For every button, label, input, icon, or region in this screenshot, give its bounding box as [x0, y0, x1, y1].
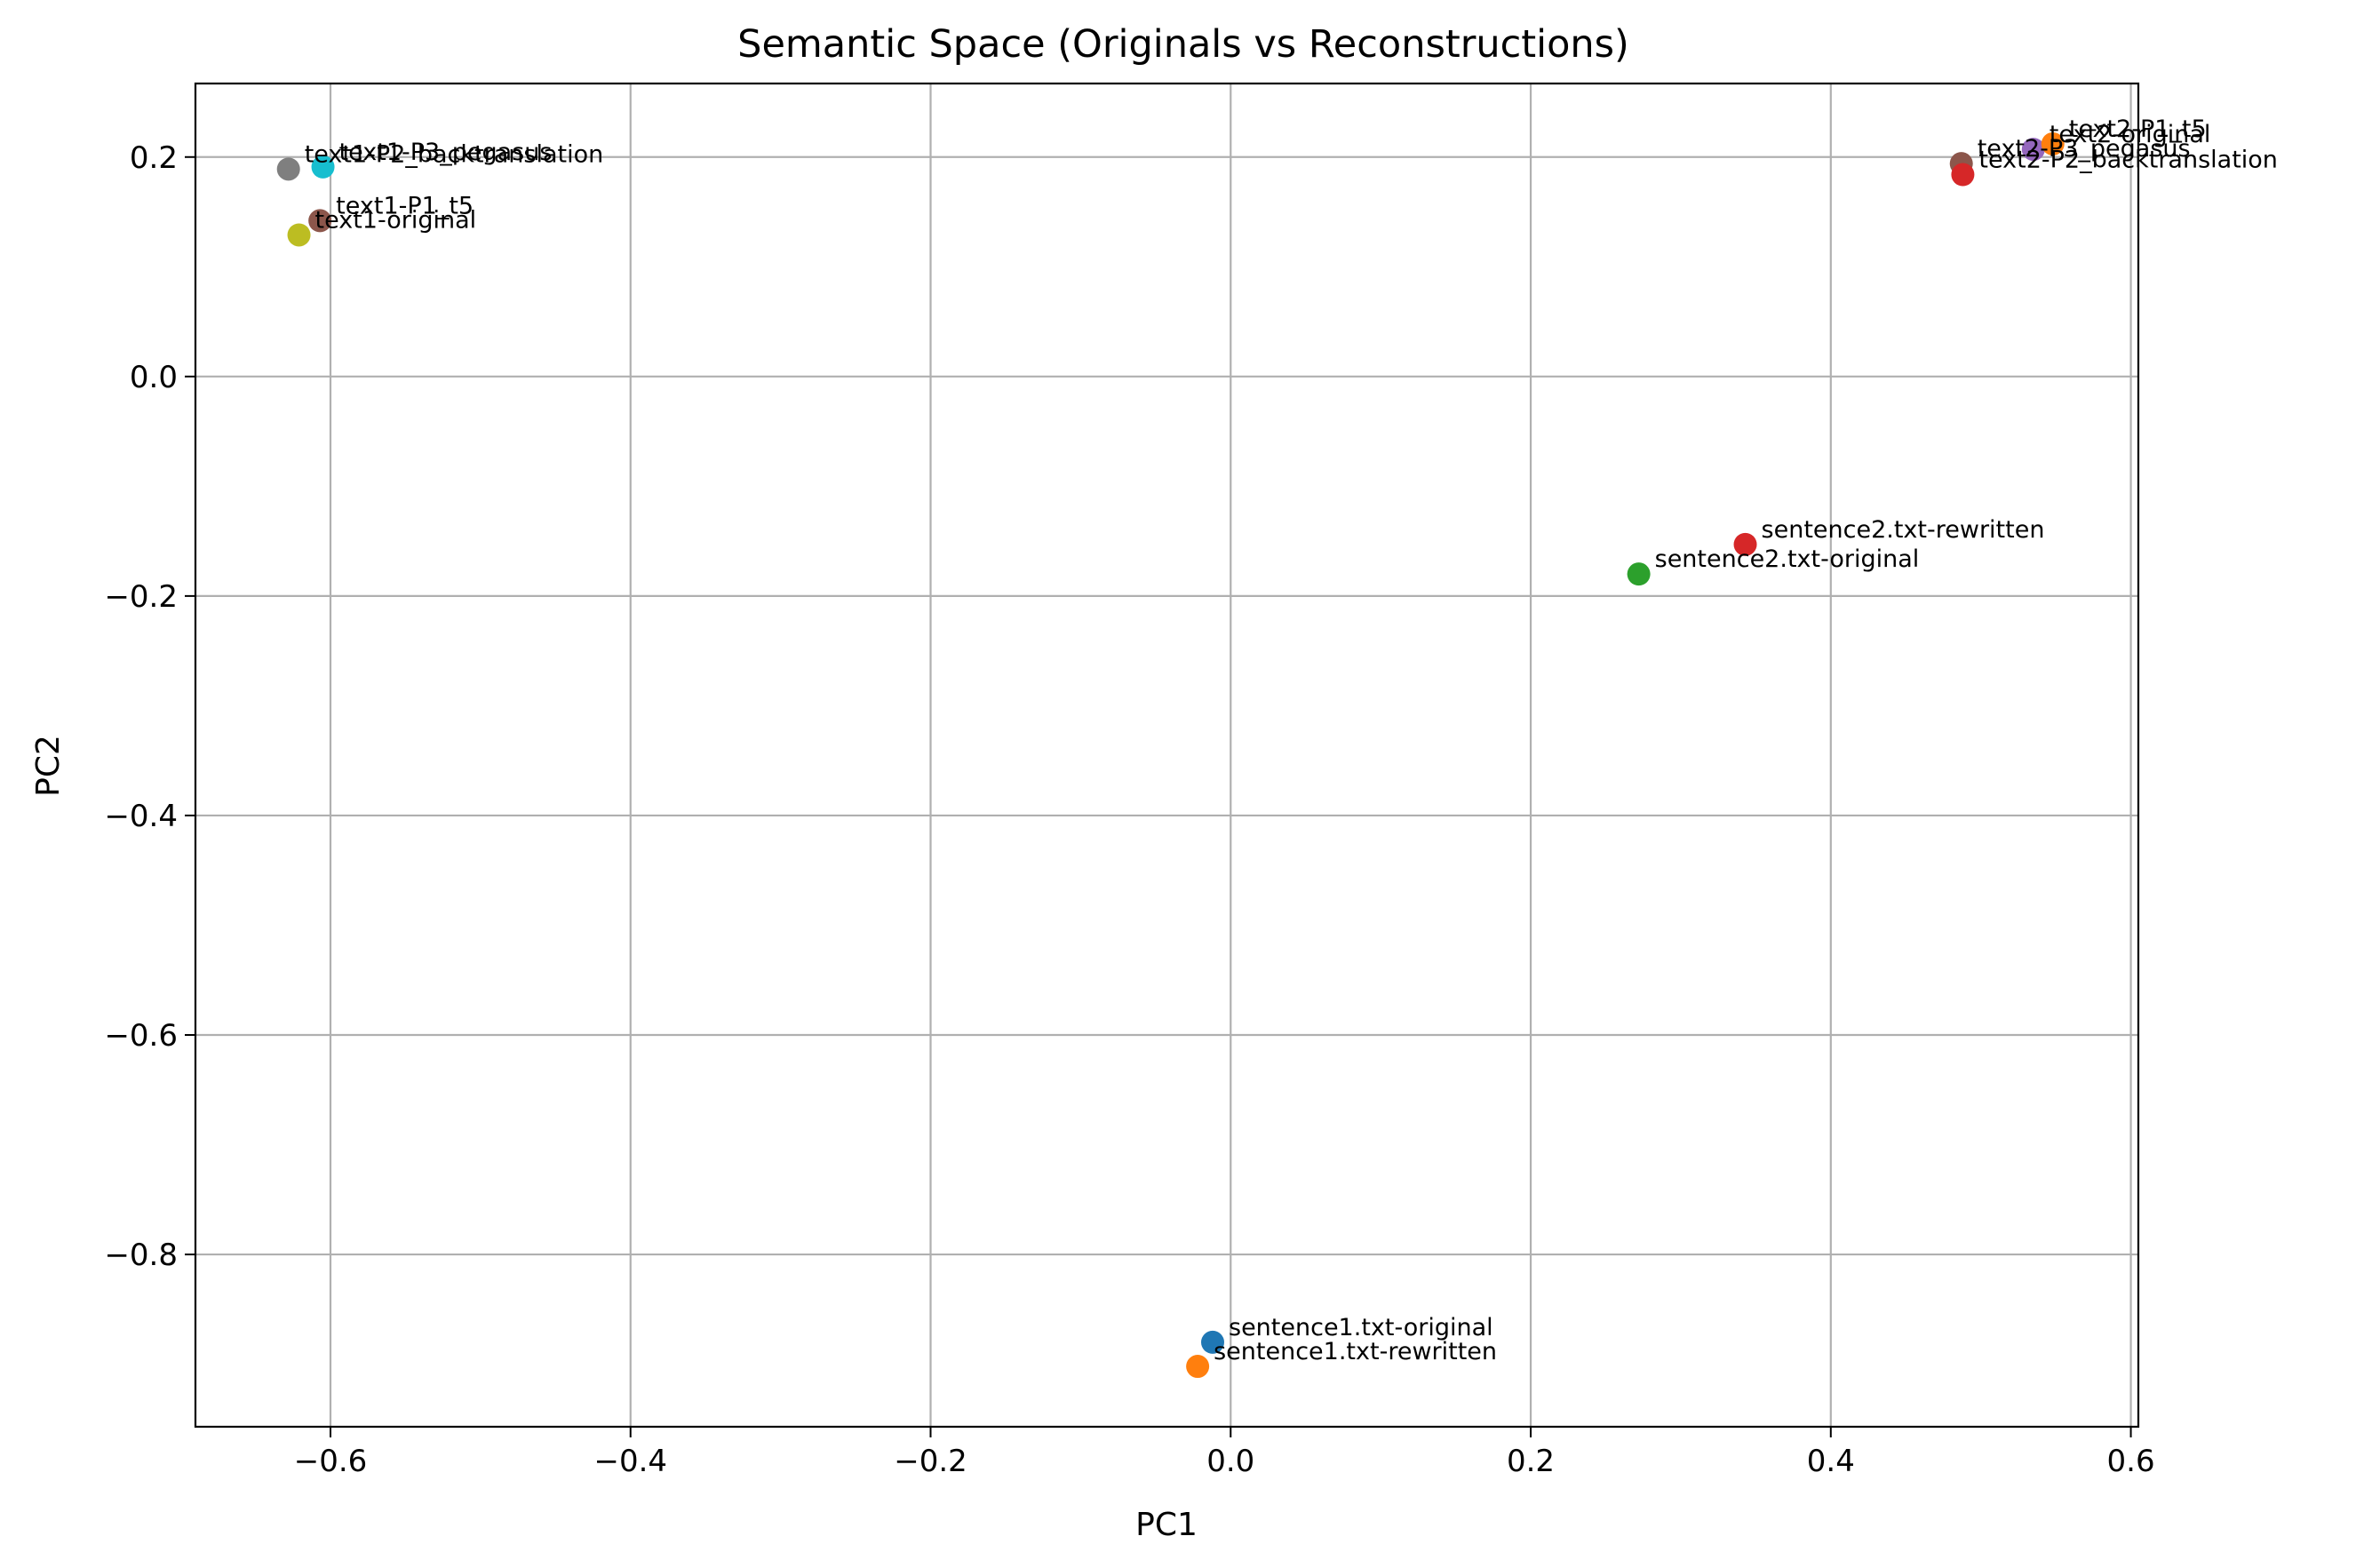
grid [195, 84, 2138, 1427]
y-tick-label: −0.8 [104, 1238, 178, 1273]
data-point-label: text2-P3_pegasus [1978, 135, 2191, 163]
x-tick-label: 0.6 [2107, 1444, 2155, 1479]
data-point-label: text2-P2_backtranslation [1978, 147, 2278, 174]
data-point [276, 157, 300, 181]
data-point [1201, 1330, 1225, 1354]
data-point [1951, 163, 1975, 187]
data-point-label: sentence2.txt-original [1655, 545, 1920, 573]
data-point-label: text1-P1_t5 [336, 192, 474, 219]
data-point-label: text1-original [315, 206, 477, 234]
x-tick-label: 0.2 [1507, 1444, 1555, 1479]
chart-title: Semantic Space (Originals vs Reconstruct… [737, 22, 1629, 67]
data-point [1627, 562, 1651, 586]
plot-area-frame [194, 82, 2140, 1429]
data-point [311, 155, 335, 179]
x-tick-label: 0.4 [1807, 1444, 1855, 1479]
data-point-label: text1-P2_backtranslation [305, 140, 604, 168]
axis-ticks: −0.6 −0.4 −0.2 0.0 0.2 0.4 0.6 0.2 0.0 −0.2 −0.4 −0… [104, 140, 2154, 1479]
data-point-label: sentence1.txt-rewritten [1214, 1338, 1497, 1365]
y-axis-label: PC2 [30, 735, 67, 797]
x-tick-label: 0.0 [1206, 1444, 1254, 1479]
data-point-label: sentence1.txt-original [1229, 1314, 1493, 1341]
x-tick-label: −0.4 [593, 1444, 667, 1479]
data-point [287, 223, 311, 247]
data-point-label: sentence2.txt-rewritten [1762, 516, 2045, 544]
data-points [276, 131, 2065, 1379]
y-tick-label: 0.2 [130, 140, 178, 176]
data-point [1186, 1355, 1210, 1379]
data-point-label: text2-P1_t5 [2069, 115, 2207, 143]
y-tick-label: −0.6 [104, 1018, 178, 1054]
data-point [308, 209, 332, 233]
x-tick-label: −0.6 [294, 1444, 368, 1479]
data-point [2041, 131, 2065, 155]
data-point-label: text2-original [2050, 121, 2211, 148]
data-point [2021, 138, 2045, 162]
y-tick-label: 0.0 [130, 360, 178, 395]
y-tick-label: −0.4 [104, 799, 178, 834]
y-tick-label: −0.2 [104, 579, 178, 615]
data-point [1733, 532, 1757, 556]
x-axis-label: PC1 [1135, 1507, 1198, 1543]
x-tick-label: −0.2 [894, 1444, 967, 1479]
point-labels: sentence1.txt-originalsentence1.txt-rewr… [305, 115, 2278, 1365]
data-point-label: text1-P3_pegasus [339, 139, 553, 166]
